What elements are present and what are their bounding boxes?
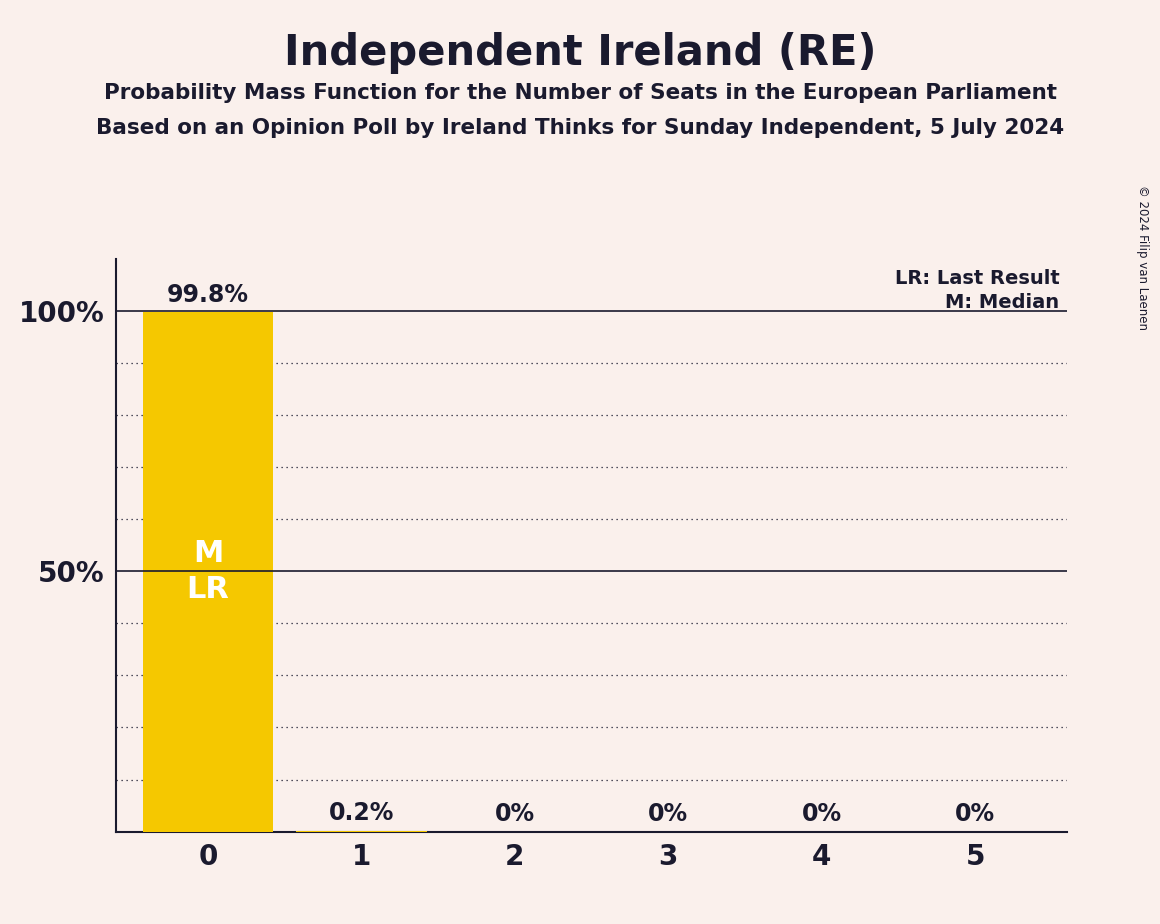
- Text: Based on an Opinion Poll by Ireland Thinks for Sunday Independent, 5 July 2024: Based on an Opinion Poll by Ireland Thin…: [96, 118, 1064, 139]
- Text: 0%: 0%: [802, 802, 842, 826]
- Text: Independent Ireland (RE): Independent Ireland (RE): [284, 32, 876, 74]
- Text: © 2024 Filip van Laenen: © 2024 Filip van Laenen: [1136, 185, 1150, 330]
- Text: 99.8%: 99.8%: [167, 283, 249, 307]
- Text: 0%: 0%: [955, 802, 995, 826]
- Bar: [296, 831, 427, 832]
- Bar: [143, 311, 274, 832]
- Text: 0%: 0%: [648, 802, 688, 826]
- Text: 0%: 0%: [495, 802, 535, 826]
- Text: M
LR: M LR: [187, 539, 230, 603]
- Text: Probability Mass Function for the Number of Seats in the European Parliament: Probability Mass Function for the Number…: [103, 83, 1057, 103]
- Text: M: Median: M: Median: [945, 293, 1059, 311]
- Text: 0.2%: 0.2%: [328, 801, 394, 825]
- Text: LR: Last Result: LR: Last Result: [894, 269, 1059, 288]
